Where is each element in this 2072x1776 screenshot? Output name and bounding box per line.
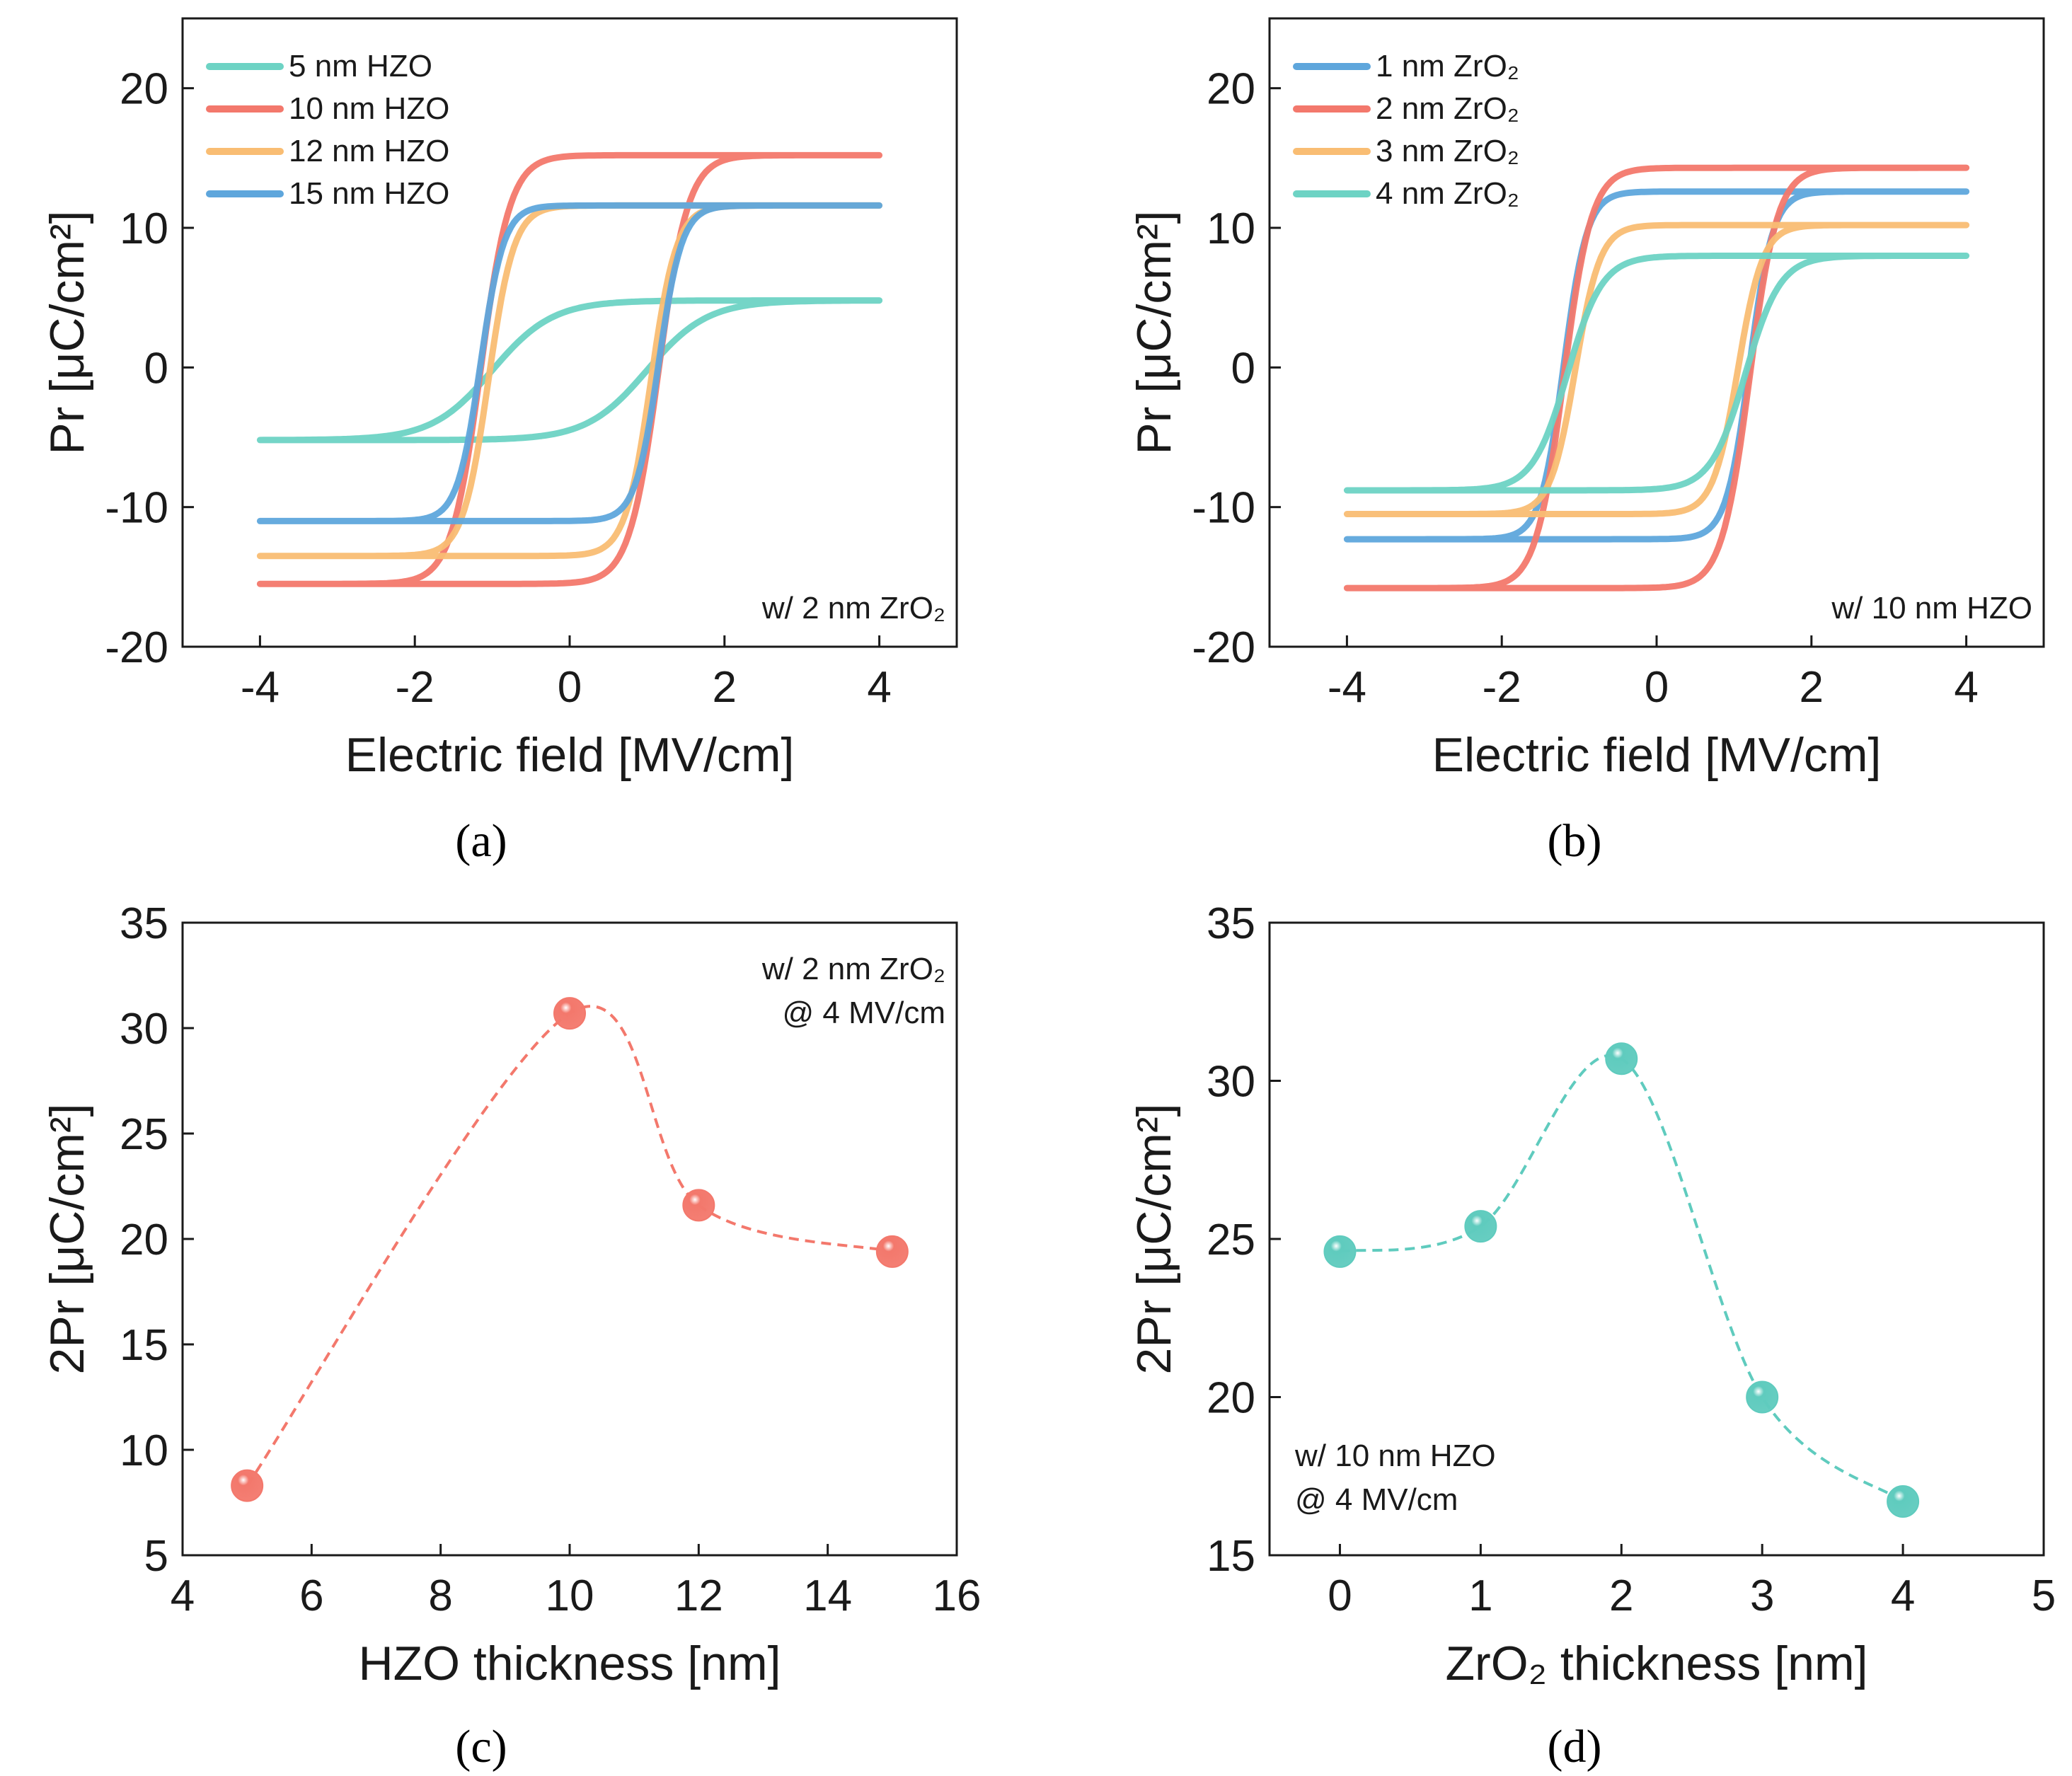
panel-a-series-line-1: [256, 297, 883, 444]
panel-b-legend-label: 1 nm ZrO₂: [1376, 49, 1519, 83]
panel-b-y-tick-label: 0: [1231, 344, 1255, 393]
panel-b-caption: (b): [1548, 815, 1602, 867]
panel-a-series-line-3: [256, 202, 883, 560]
panel-d-data-point-1: [1323, 1235, 1357, 1268]
panel-b-x-tick-label: 0: [1645, 663, 1669, 712]
panel-d-x-tick-label: 0: [1328, 1572, 1352, 1620]
panel-c-x-tick-label: 4: [171, 1572, 195, 1620]
panel-b-legend: 1 nm ZrO₂ 2 nm ZrO₂ 3 nm ZrO₂ 4 nm ZrO₂: [1293, 49, 1519, 211]
panel-d-x-tick-label: 2: [1609, 1572, 1633, 1620]
panel-c-data-point-3: [682, 1189, 715, 1222]
panel-c-y-tick-label: 10: [120, 1426, 168, 1475]
panel-d-y-tick-label: 15: [1207, 1532, 1255, 1581]
panel-b-y-tick-label: -20: [1192, 623, 1255, 672]
panel-b-x-axis-label: Electric field [MV/cm]: [1432, 728, 1882, 782]
panel-c-y-axis-label: 2Pr [μC/cm²]: [40, 1104, 94, 1375]
panel-b-legend-label: 4 nm ZrO₂: [1376, 176, 1519, 211]
panel-c-y-tick-label: 30: [120, 1005, 168, 1054]
panel-a-x-tick-label: 0: [558, 663, 582, 712]
panel-d-y-tick-label: 35: [1207, 899, 1255, 948]
panel-a-x-tick-label: 2: [713, 663, 737, 712]
panel-c-caption: (c): [455, 1721, 507, 1772]
panel-d-x-axis-label: ZrO₂ thickness [nm]: [1446, 1637, 1868, 1690]
panel-c-annotation-line-2: @ 4 MV/cm: [783, 996, 945, 1030]
panel-a-y-tick-label: -20: [105, 623, 168, 672]
panel-b-x-tick-label: 2: [1800, 663, 1824, 712]
panel-c-axes: 4 6 8 10 12 14 16 5 10 15 20 25 30 35 HZO thickness [n…: [40, 899, 981, 1772]
panel-d-axes: 0 1 2 3 4 5 15 20 25 30 35 ZrO₂ thickness [nm] 2Pr […: [1127, 899, 2056, 1772]
panel-d-annotation-line-1: w/ 10 nm HZO: [1294, 1438, 1496, 1473]
panel-b-series-line-4: [1343, 253, 1970, 494]
panel-b-series-line-3: [1343, 221, 1970, 517]
panel-d-x-tick-label: 4: [1891, 1572, 1915, 1620]
panel-d-x-tick-label: 1: [1468, 1572, 1492, 1620]
panel-a-x-axis-label: Electric field [MV/cm]: [345, 728, 795, 782]
panel-b-x-tick-label: 4: [1954, 663, 1978, 712]
panel-c-y-tick-label: 20: [120, 1216, 168, 1264]
panel-d-annotation-line-2: @ 4 MV/cm: [1295, 1482, 1458, 1517]
panel-c-x-tick-label: 8: [428, 1572, 452, 1620]
panel-a-caption: (a): [455, 815, 507, 867]
panel-a-y-tick-label: 10: [120, 204, 168, 253]
panel-b-x-tick-label: -4: [1328, 663, 1366, 712]
panel-d-x-tick-label: 3: [1750, 1572, 1774, 1620]
panel-c-x-axis-label: HZO thickness [nm]: [358, 1637, 781, 1690]
panel-c-x-tick-label: 10: [546, 1572, 594, 1620]
panel-d-data-point-3: [1605, 1042, 1638, 1076]
panel-c-x-tick-label: 12: [674, 1572, 723, 1620]
panel-b-y-axis-label: Pr [μC/cm²]: [1127, 210, 1181, 454]
panel-a-legend-label: 10 nm HZO: [289, 91, 449, 126]
panel-c-data-point-4: [875, 1235, 909, 1268]
panel-d-data-point-2: [1464, 1210, 1497, 1243]
panel-d-y-axis-label: 2Pr [μC/cm²]: [1127, 1104, 1181, 1375]
panel-d-data-point-5: [1887, 1485, 1920, 1518]
panel-a-y-tick-label: 20: [120, 65, 168, 114]
panel-c-data-point-2: [553, 997, 586, 1030]
panel-b-legend-label: 2 nm ZrO₂: [1376, 91, 1519, 126]
panel-a-y-axis-label: Pr [μC/cm²]: [40, 210, 94, 454]
panel-c-x-tick-label: 16: [933, 1572, 982, 1620]
panel-d-data-point-4: [1746, 1380, 1779, 1414]
panel-a-series-line-2: [256, 151, 883, 587]
panel-a-series-line-4: [256, 202, 883, 524]
panel-c-y-tick-label: 25: [120, 1110, 168, 1159]
panel-d-y-tick-label: 30: [1207, 1058, 1255, 1107]
panel-b-annotation: w/ 10 nm HZO: [1831, 591, 2032, 625]
panel-b-y-tick-label: 10: [1207, 204, 1255, 253]
panel-c-y-tick-label: 35: [120, 899, 168, 948]
panel-c-y-tick-label: 15: [120, 1321, 168, 1370]
panel-a-y-tick-label: -10: [105, 484, 168, 533]
panel-d-x-tick-label: 5: [2032, 1572, 2056, 1620]
panel-a-x-tick-label: 4: [867, 663, 891, 712]
panel-a-annotation: w/ 2 nm ZrO₂: [761, 591, 945, 625]
panel-d-y-tick-label: 20: [1207, 1374, 1255, 1423]
panel-b-x-tick-label: -2: [1483, 663, 1521, 712]
panel-a-x-tick-label: -4: [241, 663, 280, 712]
panel-d-y-tick-label: 25: [1207, 1216, 1255, 1264]
panel-b-y-tick-label: -10: [1192, 484, 1255, 533]
panel-a-legend-label: 5 nm HZO: [289, 49, 432, 83]
panel-c-y-tick-label: 5: [144, 1532, 168, 1581]
panel-c-x-tick-label: 14: [803, 1572, 852, 1620]
panel-c-annotation-line-1: w/ 2 nm ZrO₂: [761, 952, 945, 986]
panel-b-series-line-2: [1343, 164, 1970, 592]
panel-a-x-tick-label: -2: [396, 663, 434, 712]
panel-c-trend-line: [246, 1005, 893, 1487]
panel-a-legend-label: 15 nm HZO: [289, 176, 449, 211]
panel-d-caption: (d): [1548, 1721, 1602, 1772]
panel-b-y-tick-label: 20: [1207, 65, 1255, 114]
panel-c-x-tick-label: 6: [299, 1572, 323, 1620]
panel-a-legend: 5 nm HZO 10 nm HZO 12 nm HZO 15 nm HZO: [206, 49, 449, 211]
panel-c-data-point-1: [231, 1469, 264, 1502]
panel-a-y-tick-label: 0: [144, 344, 168, 393]
panel-d-trend-line: [1340, 1054, 1904, 1503]
panel-a-legend-label: 12 nm HZO: [289, 134, 449, 168]
panel-b-legend-label: 3 nm ZrO₂: [1376, 134, 1519, 168]
